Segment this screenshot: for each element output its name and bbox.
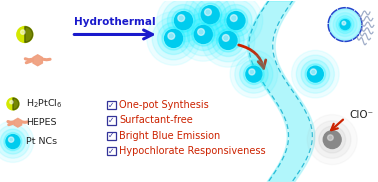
Polygon shape xyxy=(25,27,33,42)
Circle shape xyxy=(177,8,230,61)
Circle shape xyxy=(182,13,225,56)
Circle shape xyxy=(296,55,335,93)
Circle shape xyxy=(217,29,240,52)
Circle shape xyxy=(187,18,219,51)
Circle shape xyxy=(212,24,244,56)
Circle shape xyxy=(333,13,357,36)
FancyBboxPatch shape xyxy=(107,147,116,155)
Circle shape xyxy=(0,129,25,154)
Circle shape xyxy=(9,137,14,142)
Circle shape xyxy=(204,9,211,15)
Circle shape xyxy=(172,9,195,32)
Polygon shape xyxy=(14,118,22,127)
Circle shape xyxy=(164,29,183,47)
Circle shape xyxy=(201,6,219,23)
Circle shape xyxy=(336,16,354,33)
Text: ✓: ✓ xyxy=(108,101,115,110)
Circle shape xyxy=(147,12,200,65)
Polygon shape xyxy=(13,98,19,110)
Circle shape xyxy=(339,18,352,31)
Text: ClO⁻: ClO⁻ xyxy=(349,110,373,120)
Text: Pt NCs: Pt NCs xyxy=(26,137,57,146)
Circle shape xyxy=(6,135,20,149)
Circle shape xyxy=(249,69,255,75)
Circle shape xyxy=(246,66,262,82)
Text: H$_2$PtCl$_6$: H$_2$PtCl$_6$ xyxy=(26,98,62,110)
Circle shape xyxy=(156,0,210,47)
Circle shape xyxy=(215,0,257,42)
Circle shape xyxy=(152,17,195,60)
Circle shape xyxy=(168,33,175,39)
Circle shape xyxy=(243,64,264,84)
Text: HEPES: HEPES xyxy=(26,118,56,127)
Circle shape xyxy=(17,27,33,42)
Circle shape xyxy=(162,27,185,50)
Text: ✓: ✓ xyxy=(108,131,115,140)
Circle shape xyxy=(307,115,357,165)
Text: Hydrothermal: Hydrothermal xyxy=(74,17,156,27)
Circle shape xyxy=(219,31,237,49)
Circle shape xyxy=(192,23,215,46)
Circle shape xyxy=(4,132,22,151)
Circle shape xyxy=(198,3,222,26)
Text: Hypochlorate Responsiveness: Hypochlorate Responsiveness xyxy=(119,146,266,156)
Circle shape xyxy=(10,100,13,104)
Circle shape xyxy=(291,50,339,98)
Text: One-pot Synthesis: One-pot Synthesis xyxy=(119,100,209,110)
FancyBboxPatch shape xyxy=(107,101,116,109)
Circle shape xyxy=(183,0,237,41)
Circle shape xyxy=(342,21,346,25)
Circle shape xyxy=(340,20,350,29)
Text: Bright Blue Emission: Bright Blue Emission xyxy=(119,131,220,141)
Text: ✓: ✓ xyxy=(108,147,115,156)
Circle shape xyxy=(310,69,316,75)
Circle shape xyxy=(230,15,237,21)
Circle shape xyxy=(167,5,200,37)
Circle shape xyxy=(158,22,190,54)
Circle shape xyxy=(20,30,25,34)
Circle shape xyxy=(328,135,333,141)
Circle shape xyxy=(194,25,212,43)
Circle shape xyxy=(235,55,273,93)
Circle shape xyxy=(223,35,229,41)
Circle shape xyxy=(330,10,360,39)
Circle shape xyxy=(0,125,29,158)
Circle shape xyxy=(207,19,249,62)
Circle shape xyxy=(7,98,19,110)
Circle shape xyxy=(175,12,192,29)
Circle shape xyxy=(194,0,226,31)
Circle shape xyxy=(240,60,268,88)
Circle shape xyxy=(329,9,361,40)
Polygon shape xyxy=(33,55,42,66)
Circle shape xyxy=(305,64,326,84)
Circle shape xyxy=(323,131,341,149)
Circle shape xyxy=(307,66,323,82)
FancyBboxPatch shape xyxy=(107,132,116,140)
Circle shape xyxy=(230,50,278,98)
Circle shape xyxy=(227,12,245,29)
Circle shape xyxy=(201,14,255,67)
Circle shape xyxy=(220,5,252,37)
Circle shape xyxy=(189,0,232,36)
Circle shape xyxy=(198,29,204,35)
Circle shape xyxy=(313,121,351,158)
Circle shape xyxy=(0,121,34,162)
Circle shape xyxy=(225,9,248,32)
Circle shape xyxy=(162,0,205,42)
Circle shape xyxy=(209,0,263,47)
Circle shape xyxy=(301,60,330,88)
Text: ✓: ✓ xyxy=(108,116,115,125)
Text: Surfactant-free: Surfactant-free xyxy=(119,115,193,125)
Circle shape xyxy=(319,126,345,153)
FancyBboxPatch shape xyxy=(107,116,116,125)
Circle shape xyxy=(178,15,184,21)
